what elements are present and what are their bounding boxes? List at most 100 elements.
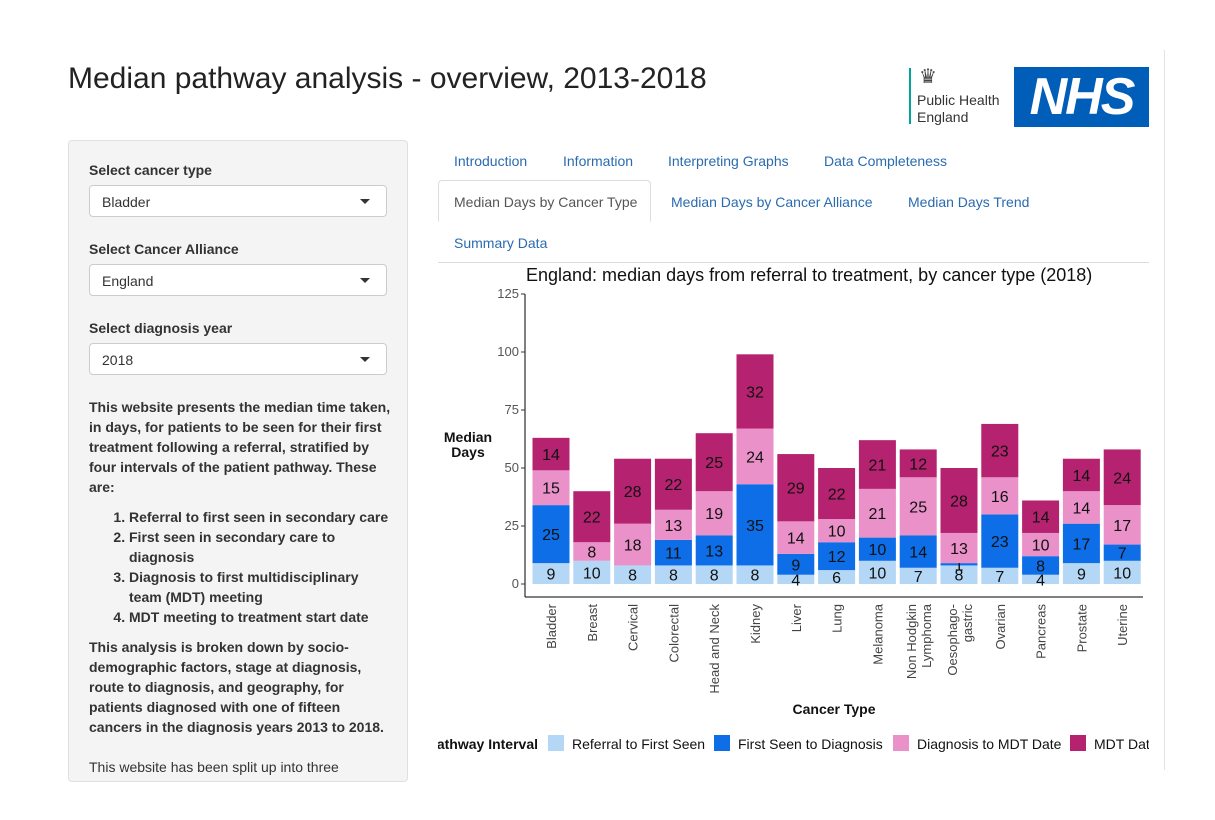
bar-value-label: 14 [1032,510,1050,527]
tab-median-days-trend[interactable]: Median Days Trend [908,194,1030,210]
bar-segment [981,423,1019,478]
bar-segment [1062,458,1100,492]
x-tick-label: Non HodgkinLymphoma [904,603,934,679]
bar-value-label: 10 [828,524,846,541]
bar-value-label: 9 [791,557,800,574]
bar-value-label: 19 [705,506,723,523]
bar-value-label: 1 [955,557,964,574]
bar-segment [654,539,692,566]
tab-data-completeness[interactable]: Data Completeness [824,153,947,169]
bar-value-label: 14 [909,545,927,562]
bar-segment [818,519,856,543]
bar-value-label: 15 [542,481,560,498]
bar-segment [654,565,692,584]
tab-median-days-cancer-type[interactable]: Median Days by Cancer Type [438,180,651,222]
tab-summary-data[interactable]: Summary Data [454,235,548,251]
bar-segment [940,565,978,584]
chevron-down-icon [360,278,370,283]
page-title: Median pathway analysis - overview, 2013… [68,62,707,95]
y-tick-label: 50 [505,460,519,475]
bar-value-label: 14 [1073,500,1091,517]
bar-value-label: 7 [1118,546,1127,563]
bar-segment [777,574,815,584]
x-tick-label: Head and Neck [707,604,722,694]
tab-interpreting-graphs[interactable]: Interpreting Graphs [668,153,789,169]
bar-segment [981,567,1019,584]
bar-segment [614,565,652,584]
bar-value-label: 8 [669,568,678,585]
x-tick-label: Breast [585,604,600,642]
bar-segment [777,521,815,554]
bar-segment [858,537,896,561]
bar-segment [695,491,733,536]
legend-title: Pathway Interval [438,736,538,752]
bar-value-label: 10 [869,542,887,559]
pathway-step: First seen in secondary care to diagnosi… [129,527,394,567]
y-tick-label: 125 [497,286,519,301]
y-tick-label: 25 [505,518,519,533]
bar-segment [940,468,978,533]
bar-segment [899,567,937,584]
bar-segment [899,449,937,478]
tab-introduction[interactable]: Introduction [454,153,528,169]
bar-value-label: 25 [909,499,927,516]
page-divider [1164,50,1165,770]
pathway-step: Diagnosis to first multidisciplinary tea… [129,567,394,607]
cancer-alliance-label: Select Cancer Alliance [89,241,239,257]
bar-value-label: 10 [1113,565,1131,582]
phe-logo: ♛ Public Health England [909,66,1009,128]
bar-segment [654,509,692,540]
x-tick-label: Prostate [1074,604,1089,652]
cancer-alliance-select[interactable]: England [89,264,387,296]
x-tick-label: Lung [830,604,845,633]
bar-segment [573,542,611,561]
diagnosis-year-select[interactable]: 2018 [89,343,387,375]
tab-median-days-cancer-type-label: Median Days by Cancer Type [454,194,638,210]
bar-value-label: 35 [746,518,764,535]
bar-value-label: 6 [832,570,841,587]
bar-segment [1062,563,1100,584]
diagnosis-year-value: 2018 [102,352,134,368]
y-axis-label: Median Days [444,429,492,460]
bar-value-label: 22 [665,477,683,494]
phe-logo-line2: England [917,109,969,125]
x-axis-label: Cancer Type [793,701,876,717]
x-tick-label: Uterine [1115,604,1130,646]
bar-value-label: 13 [705,543,723,560]
bar-value-label: 8 [628,568,637,585]
bar-segment [1022,556,1060,575]
bar-value-label: 14 [787,531,805,548]
x-tick-label: Bladder [544,603,559,648]
bar-segment [1022,574,1060,584]
bar-value-label: 8 [587,545,596,562]
y-tick-label: 75 [505,402,519,417]
pathway-step: Referral to first seen in secondary care [129,507,394,527]
bar-segment [818,468,856,520]
bar-value-label: 23 [991,534,1009,551]
legend-label: First Seen to Diagnosis [738,736,883,752]
bar-value-label: 9 [547,567,556,584]
tab-median-days-cancer-alliance[interactable]: Median Days by Cancer Alliance [671,194,873,210]
royal-crest-icon: ♛ [919,66,937,88]
bar-segment [1062,491,1100,524]
x-tick-label: Cervical [626,604,641,651]
tab-information[interactable]: Information [563,153,634,169]
pathway-steps-list: Referral to first seen in secondary care… [89,507,394,627]
bar-segment [573,491,611,543]
bar-value-label: 7 [914,569,923,586]
bar-segment [532,470,570,506]
bar-segment [1103,560,1141,584]
legend-key [893,735,909,751]
stacked-bar-chart: England: median days from referral to tr… [438,265,1149,752]
bar-segment [777,553,815,575]
nhs-logo: NHS [1014,67,1149,127]
bar-segment [899,535,937,568]
y-tick-label: 100 [497,344,519,359]
y-tick-label: 0 [512,576,519,591]
phe-logo-bar [909,68,911,124]
bar-value-label: 8 [1036,558,1045,575]
bar-value-label: 16 [991,489,1009,506]
cancer-type-select[interactable]: Bladder [89,185,387,217]
phe-logo-text: Public Health England [917,92,1000,126]
bar-segment [858,440,896,489]
